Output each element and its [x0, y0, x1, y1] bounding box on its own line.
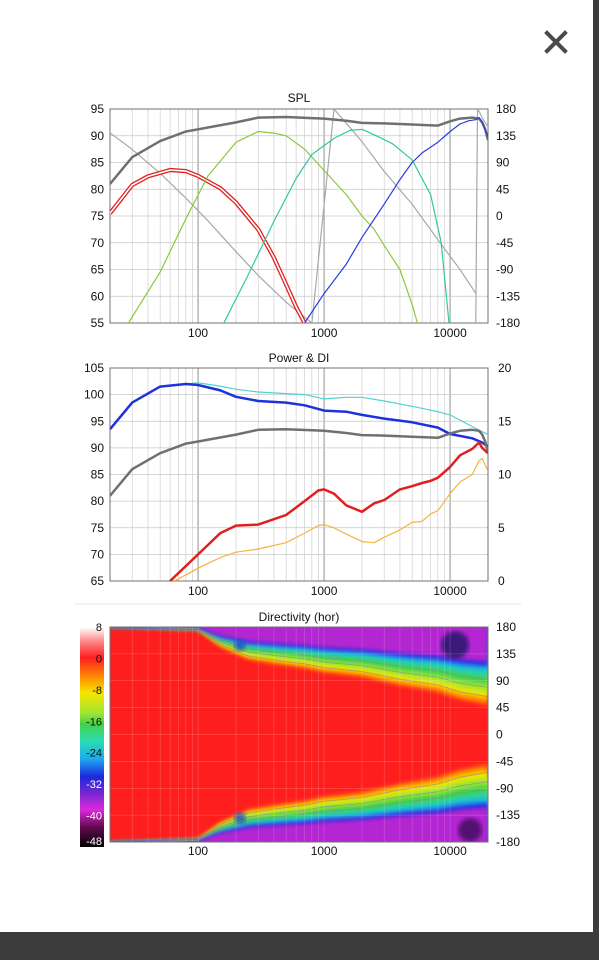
- colorbar-tick-label: -24: [86, 748, 102, 760]
- heatmap-spot: [441, 631, 469, 659]
- colorbar-tick-label: -48: [86, 836, 102, 848]
- plot-frame: [109, 626, 489, 843]
- close-button[interactable]: [540, 26, 572, 58]
- y-left-tick-label: 75: [91, 521, 105, 535]
- y-left-tick-label: 105: [84, 361, 104, 375]
- colorbar-tick-label: -8: [92, 685, 102, 697]
- close-icon: [544, 30, 568, 54]
- y-right-tick-label: -135: [496, 289, 520, 303]
- y-left-tick-label: 65: [91, 263, 105, 277]
- x-tick-label: 1000: [311, 584, 338, 598]
- y-right-tick-label: -180: [496, 835, 520, 849]
- y-right-tick-label: 135: [496, 129, 516, 143]
- y-left-tick-label: 55: [91, 316, 105, 330]
- series-line: [110, 115, 488, 185]
- series-line: [223, 128, 450, 323]
- series-line: [110, 167, 307, 323]
- contour-line: [124, 627, 488, 688]
- x-tick-label: 1000: [311, 844, 338, 858]
- series-line: [174, 457, 488, 581]
- y-right-tick-label: -45: [496, 236, 514, 250]
- y-left-tick-label: 80: [91, 182, 105, 196]
- heatmap-spot: [458, 818, 482, 842]
- series-line: [110, 427, 488, 497]
- y-right-tick-label: 180: [496, 102, 516, 116]
- contour-line: [122, 789, 488, 842]
- y-right-tick-label: 5: [498, 521, 505, 535]
- colorbar-tick-label: 8: [96, 622, 102, 634]
- directivity-chart: Directivity (hor) 8 0 -8 -16 -24 -32 -40 -48 180 1…: [75, 603, 521, 858]
- y-left-tick-label: 90: [91, 441, 105, 455]
- y-right-tick-label: 180: [496, 620, 516, 634]
- y-right-tick-label: 45: [496, 182, 510, 196]
- y-right-tick-label: 10: [498, 468, 512, 482]
- y-right-tick-label: 90: [496, 674, 510, 688]
- power-di-chart: Power & DI105100959085807570652015105010…: [84, 351, 512, 598]
- y-left-tick-label: 65: [91, 574, 105, 588]
- plot-frame: [109, 108, 489, 324]
- y-right-tick-label: -90: [496, 781, 514, 795]
- y-right-tick-label: 45: [496, 701, 510, 715]
- y-left-tick-label: 90: [91, 129, 105, 143]
- contour-line: [128, 627, 488, 698]
- footer-bar: [0, 932, 599, 960]
- chart-title: Directivity (hor): [259, 610, 340, 624]
- spl-chart: SPL 95 90 85 80 75 70 65 60 55 180 135 90 45 0 -45 -90 -1…: [91, 91, 521, 340]
- y-right-tick-label: 20: [498, 361, 512, 375]
- x-tick-label: 100: [188, 844, 208, 858]
- contour-line: [122, 627, 488, 680]
- x-tick-label: 10000: [433, 844, 467, 858]
- y-right-tick-label: 135: [496, 647, 516, 661]
- colorbar-tick-label: -40: [86, 811, 102, 823]
- y-left-tick-label: 75: [91, 209, 105, 223]
- contour-line: [128, 771, 488, 842]
- colorbar: [80, 627, 104, 847]
- x-tick-label: 1000: [311, 326, 338, 340]
- heatmap-band: [139, 627, 488, 662]
- heatmap-band: [139, 807, 488, 842]
- colorbar-tick-label: -32: [86, 779, 102, 791]
- y-left-tick-label: 80: [91, 494, 105, 508]
- x-tick-label: 10000: [433, 584, 467, 598]
- y-right-tick-label: 15: [498, 414, 512, 428]
- x-tick-label: 10000: [433, 326, 467, 340]
- colorbar-tick-label: -16: [86, 716, 102, 728]
- contour-line: [124, 781, 488, 842]
- series-line: [475, 109, 488, 323]
- y-left-tick-label: 85: [91, 156, 105, 170]
- series-line: [169, 441, 488, 581]
- y-right-tick-label: 0: [496, 209, 503, 223]
- x-tick-label: 100: [188, 584, 208, 598]
- y-right-tick-label: -135: [496, 808, 520, 822]
- y-right-tick-label: 90: [496, 156, 510, 170]
- heatmap-spot: [234, 812, 246, 824]
- y-left-tick-label: 95: [91, 414, 105, 428]
- colorbar-tick-label: 0: [96, 653, 102, 665]
- y-right-tick-label: 0: [496, 728, 503, 742]
- chart-title: Power & DI: [269, 351, 330, 365]
- plot-frame: [109, 367, 489, 582]
- y-left-tick-label: 60: [91, 289, 105, 303]
- series-line: [127, 130, 418, 323]
- y-right-tick-label: -90: [496, 263, 514, 277]
- y-left-tick-label: 70: [91, 236, 105, 250]
- y-right-tick-label: -180: [496, 316, 520, 330]
- y-left-tick-label: 85: [91, 468, 105, 482]
- heatmap-field: [110, 627, 488, 842]
- series-line: [304, 117, 488, 323]
- y-left-tick-label: 100: [84, 388, 104, 402]
- x-tick-label: 100: [188, 326, 208, 340]
- y-right-tick-label: 0: [498, 574, 505, 588]
- chart-title: SPL: [288, 91, 311, 105]
- y-left-tick-label: 70: [91, 547, 105, 561]
- series-line-inner: [110, 169, 306, 323]
- heatmap-spot: [234, 639, 246, 651]
- y-left-tick-label: 95: [91, 102, 105, 116]
- y-right-tick-label: -45: [496, 754, 514, 768]
